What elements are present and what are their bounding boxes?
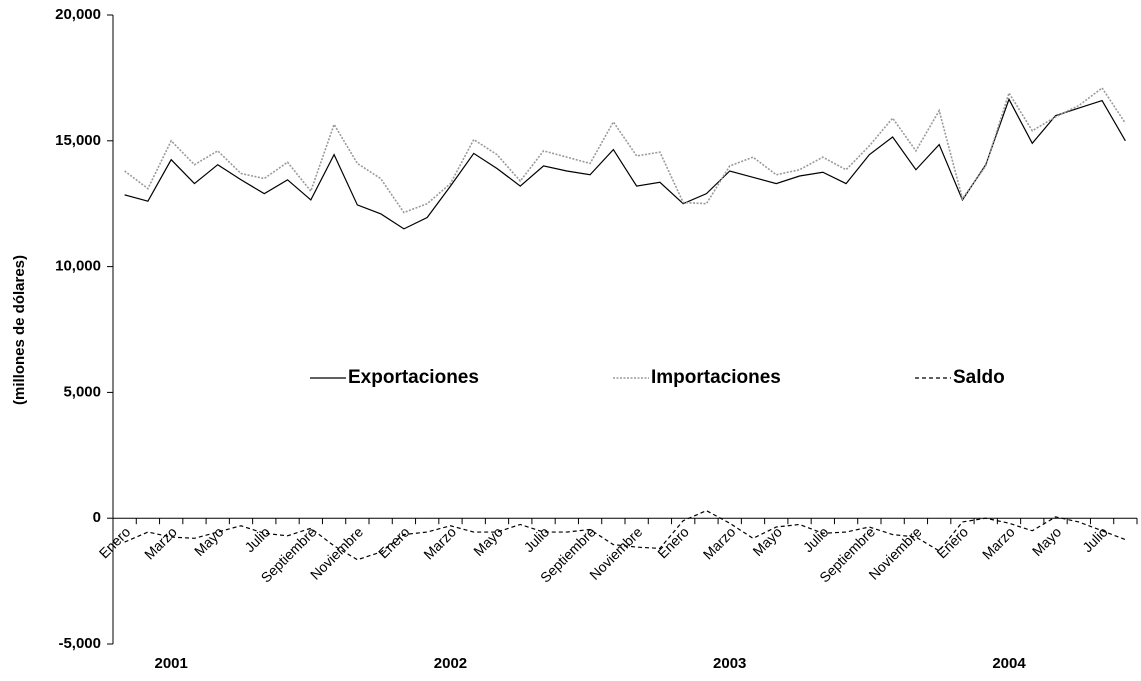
series-line	[124, 97, 1126, 230]
y-tick-label: 20,000	[55, 6, 101, 23]
y-tick-label: 15,000	[55, 132, 101, 149]
y-axis-label: (millones de dólares)	[11, 255, 28, 405]
x-tick-label: Marzo	[700, 523, 739, 562]
y-tick-label: 5,000	[63, 383, 101, 400]
x-tick-label: Mayo	[470, 523, 506, 559]
legend-label: Importaciones	[651, 367, 781, 388]
y-tick-label: -5,000	[58, 635, 101, 652]
legend-label: Saldo	[953, 367, 1005, 388]
x-tick-label: Marzo	[420, 523, 459, 562]
year-label: 2001	[154, 655, 187, 672]
x-tick-label: Mayo	[1029, 523, 1065, 559]
year-label: 2004	[992, 655, 1026, 672]
year-label: 2003	[713, 655, 746, 672]
x-tick-label: Mayo	[191, 523, 227, 559]
y-tick-label: 0	[93, 509, 101, 526]
x-tick-label: Julio	[241, 523, 273, 555]
x-tick-label: Mayo	[749, 523, 785, 559]
series-line	[124, 86, 1127, 214]
x-tick-label: Julio	[521, 523, 553, 555]
series-line	[124, 509, 1126, 561]
x-tick-label: Marzo	[141, 523, 180, 562]
x-tick-label: Marzo	[979, 523, 1018, 562]
year-label: 2002	[434, 655, 467, 672]
x-tick-label: Julio	[800, 523, 832, 555]
x-tick-label: Enero	[96, 523, 134, 561]
x-tick-label: Enero	[654, 523, 692, 561]
x-tick-label: Enero	[933, 523, 971, 561]
y-tick-label: 10,000	[55, 258, 101, 275]
legend-label: Exportaciones	[348, 367, 479, 388]
